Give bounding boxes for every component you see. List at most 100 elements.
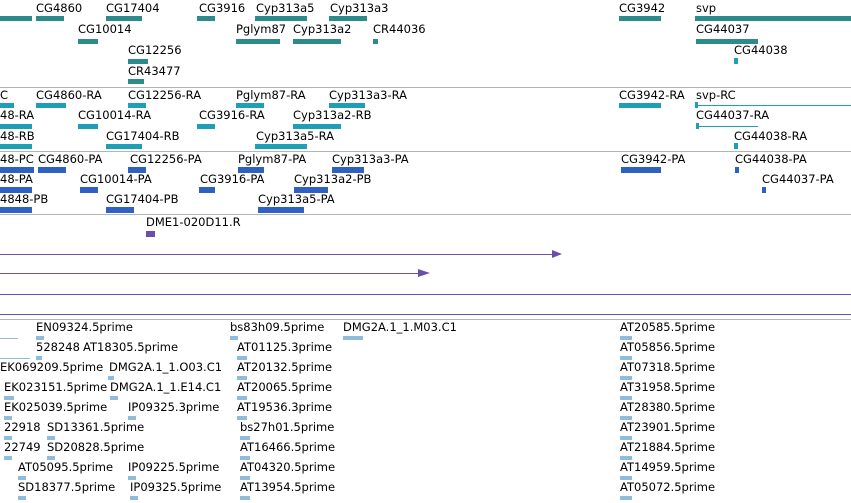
est-label[interactable]: DMG2A.1_1.E14.C1 (110, 380, 222, 394)
est-label[interactable]: AT31958.5prime (620, 380, 716, 394)
gene-feature[interactable] (329, 16, 367, 21)
protein-label[interactable]: Pglym87-PA (238, 152, 307, 166)
mrna-feature[interactable] (0, 124, 32, 129)
est-label[interactable]: AT28380.5prime (620, 400, 716, 414)
mrna-label[interactable]: CG12256-RA (128, 88, 202, 102)
est-label[interactable]: AT18305.5prime (83, 340, 179, 354)
est-label[interactable]: AT20132.5prime (237, 360, 333, 374)
gene-feature[interactable] (696, 39, 758, 44)
est-feature[interactable] (128, 416, 136, 420)
mrna-label[interactable]: svp-RC (696, 88, 736, 102)
est-feature[interactable] (0, 338, 18, 339)
est-label[interactable]: 528248 (36, 340, 80, 354)
est-feature[interactable] (230, 336, 238, 340)
gene-feature[interactable] (255, 16, 307, 21)
alignment-line[interactable] (0, 254, 554, 255)
est-feature[interactable] (237, 356, 247, 360)
protein-feature[interactable] (0, 187, 32, 193)
est-feature[interactable] (620, 456, 632, 460)
est-feature[interactable] (237, 416, 247, 420)
est-label[interactable]: AT20585.5prime (620, 320, 716, 334)
mrna-feature[interactable] (36, 103, 66, 108)
gene-label[interactable]: CG4860 (36, 1, 83, 15)
protein-feature[interactable] (106, 207, 134, 213)
est-label[interactable]: EK069209.5prime (0, 360, 104, 374)
est-feature[interactable] (620, 396, 632, 400)
mrna-feature[interactable] (0, 103, 14, 108)
est-label[interactable]: bs27h01.5prime (240, 420, 335, 434)
est-feature[interactable] (110, 396, 118, 400)
est-label[interactable]: AT16466.5prime (240, 440, 336, 454)
gene-label[interactable]: Cyp313a3 (330, 1, 389, 15)
protein-label[interactable]: Cyp313a2-PB (294, 172, 372, 186)
est-label[interactable]: bs83h09.5prime (230, 320, 325, 334)
est-label[interactable]: IP09325.5prime (130, 480, 222, 494)
est-label[interactable]: 22749 (4, 440, 41, 454)
gene-feature[interactable] (695, 16, 851, 21)
alignment-line[interactable] (0, 273, 420, 274)
est-label[interactable]: IP09325.3prime (128, 400, 220, 414)
protein-feature[interactable] (735, 167, 739, 173)
protein-feature[interactable] (199, 187, 215, 193)
protein-label[interactable]: CG4860-PA (38, 152, 103, 166)
gene-label[interactable]: CG3916 (199, 1, 246, 15)
mrna-feature[interactable] (197, 124, 215, 129)
est-feature[interactable] (620, 376, 632, 380)
est-feature[interactable] (36, 356, 42, 360)
est-feature[interactable] (240, 436, 250, 440)
protein-label[interactable]: 48-PA (0, 172, 33, 186)
est-label[interactable]: AT05095.5prime (18, 460, 114, 474)
mrna-label[interactable]: 48-RA (0, 108, 35, 122)
est-label[interactable]: 22918 (4, 420, 41, 434)
est-feature[interactable] (36, 336, 44, 340)
est-feature[interactable] (237, 376, 247, 380)
mrna-feature[interactable] (128, 103, 146, 108)
est-feature[interactable] (343, 336, 363, 340)
est-feature[interactable] (47, 436, 55, 440)
mrna-label[interactable]: Pglym87-RA (236, 88, 306, 102)
est-feature[interactable] (47, 456, 55, 460)
est-label[interactable]: SD20828.5prime (47, 440, 145, 454)
est-feature[interactable] (240, 476, 250, 480)
mrna-feature[interactable] (106, 144, 142, 149)
gene-feature[interactable] (197, 16, 215, 21)
gene-feature[interactable] (78, 39, 98, 44)
mrna-label[interactable]: Cyp313a3-RA (329, 88, 407, 102)
protein-label[interactable]: CG3916-PA (200, 172, 265, 186)
gene-label[interactable]: Cyp313a5 (256, 1, 315, 15)
est-feature[interactable] (240, 456, 250, 460)
mrna-feature[interactable] (696, 126, 758, 127)
protein-feature[interactable] (332, 167, 364, 173)
protein-feature[interactable] (238, 167, 264, 173)
est-label[interactable]: SD18377.5prime (18, 480, 116, 494)
protein-label[interactable]: CG12256-PA (130, 152, 202, 166)
est-label[interactable]: EN09324.5prime (36, 320, 133, 334)
est-feature[interactable] (0, 358, 30, 359)
mrna-label[interactable]: CG10014-RA (78, 108, 152, 122)
gene-feature[interactable] (236, 39, 280, 44)
gene-label[interactable]: CG44037 (696, 22, 750, 36)
gene-feature[interactable] (106, 16, 142, 21)
est-feature[interactable] (108, 376, 114, 380)
gene-feature[interactable] (373, 39, 378, 44)
mrna-feature[interactable] (236, 103, 264, 108)
mrna-feature[interactable] (329, 103, 365, 108)
mrna-label[interactable]: C (0, 88, 9, 102)
est-label[interactable]: EK025039.5prime (4, 400, 108, 414)
gene-feature[interactable] (734, 58, 738, 64)
est-label[interactable]: AT07318.5prime (620, 360, 716, 374)
mrna-label[interactable]: 48-RB (0, 129, 35, 143)
mrna-feature[interactable] (255, 144, 307, 149)
gene-feature[interactable] (0, 16, 32, 21)
protein-label[interactable]: Cyp313a3-PA (332, 152, 409, 166)
est-feature[interactable] (620, 436, 632, 440)
est-feature[interactable] (620, 476, 632, 480)
est-feature[interactable] (128, 476, 136, 480)
protein-feature[interactable] (80, 187, 98, 193)
mrna-label[interactable]: CG4860-RA (36, 88, 102, 102)
protein-feature[interactable] (621, 167, 661, 173)
est-label[interactable]: AT23901.5prime (620, 420, 716, 434)
mrna-label[interactable]: CG3942-RA (619, 88, 685, 102)
mrna-label[interactable]: Cyp313a5-RA (256, 129, 334, 143)
protein-label[interactable]: Cyp313a5-PA (258, 192, 335, 206)
